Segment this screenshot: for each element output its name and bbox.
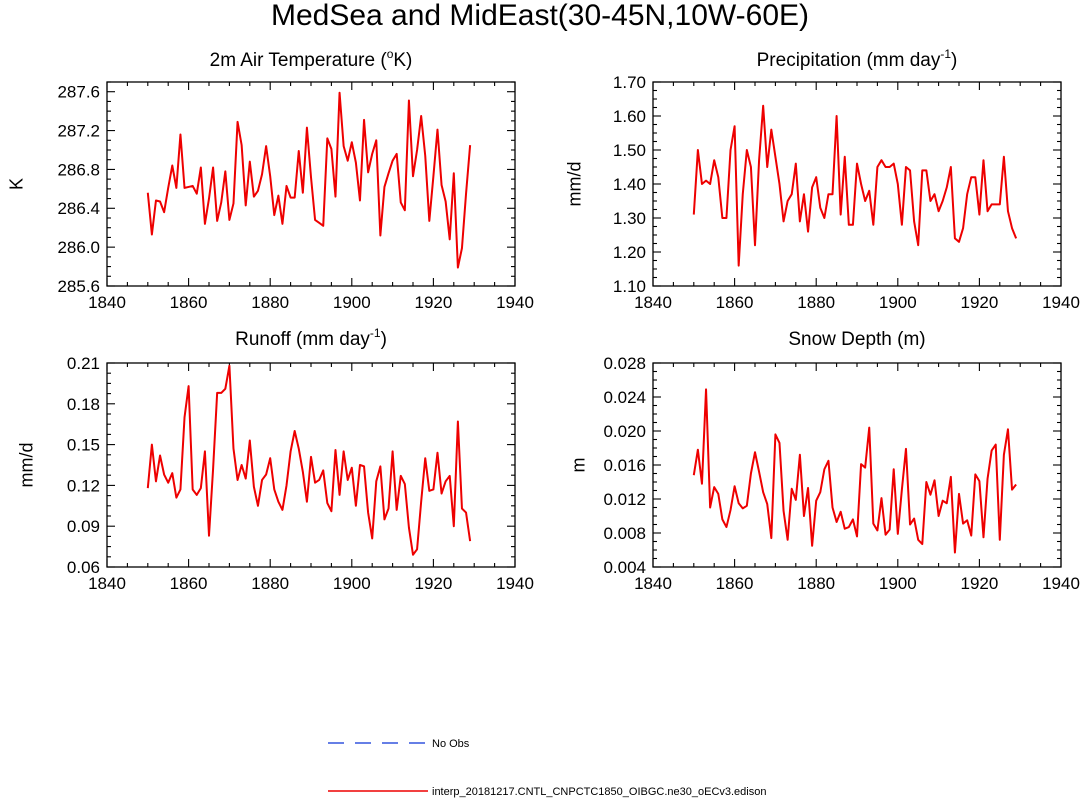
y-tick-label: 1.40	[613, 175, 646, 194]
y-tick-label: 0.06	[67, 558, 100, 577]
panel-title-tail: )	[381, 329, 387, 350]
y-tick-label: 286.0	[57, 238, 100, 257]
panel-precipitation: Precipitation (mm day-1) mm/d 1840 1860 1880…	[564, 47, 1080, 312]
panel-air-temperature: 2m Air Temperature (oK) K 1840 1860 1880 1900…	[6, 47, 534, 312]
legend-no-obs-label: No Obs	[432, 738, 470, 750]
x-tick-label: 1940	[496, 574, 534, 593]
series-line	[146, 91, 472, 269]
x-tick-label: 1880	[251, 574, 289, 593]
panel-title-text: Snow Depth (m)	[788, 329, 925, 350]
figure-title: MedSea and MidEast(30-45N,10W-60E)	[271, 0, 809, 32]
x-tick-label: 1860	[716, 293, 754, 312]
y-tick-label: 0.012	[603, 490, 646, 509]
x-tick-label: 1840	[88, 293, 126, 312]
x-tick-label: 1860	[716, 574, 754, 593]
panel-title-superscript: o	[387, 47, 394, 61]
x-tick-label: 1940	[1042, 574, 1080, 593]
y-tick-label: 0.09	[67, 517, 100, 536]
y-tick-label: 1.60	[613, 107, 646, 126]
x-tick-label: 1900	[333, 574, 371, 593]
x-tick-label: 1940	[1042, 293, 1080, 312]
series-line	[692, 388, 1017, 554]
y-tick-label: 285.6	[57, 277, 100, 296]
series-line	[692, 104, 1018, 267]
panel-title-text: Runoff (mm day	[235, 329, 370, 350]
panel-title: Snow Depth (m)	[788, 329, 925, 350]
panel-title-text: Precipitation (mm day	[757, 50, 941, 71]
panel-runoff: Runoff (mm day-1) mm/d 1840 1860 1880 1900 192…	[16, 326, 534, 593]
y-tick-label: 0.18	[67, 395, 100, 414]
x-tick-label: 1840	[634, 574, 672, 593]
x-tick-label: 1900	[879, 574, 917, 593]
y-tick-label: 1.70	[613, 73, 646, 92]
panel-title: Runoff (mm day-1)	[235, 326, 387, 350]
y-tick-label: 287.6	[57, 83, 100, 102]
y-tick-label: 0.15	[67, 436, 100, 455]
panel-title: 2m Air Temperature (oK)	[210, 47, 413, 71]
y-tick-label: 1.10	[613, 277, 646, 296]
y-tick-label: 1.50	[613, 141, 646, 160]
x-tick-label: 1900	[879, 293, 917, 312]
y-tick-label: 0.12	[67, 476, 100, 495]
x-tick-label: 1920	[960, 574, 998, 593]
x-tick-label: 1860	[170, 574, 208, 593]
y-tick-label: 286.8	[57, 160, 100, 179]
y-axis-label: mm/d	[16, 443, 36, 488]
y-tick-label: 1.30	[613, 209, 646, 228]
y-tick-label: 1.20	[613, 243, 646, 262]
y-tick-label: 287.2	[57, 122, 100, 141]
x-tick-label: 1920	[414, 293, 452, 312]
y-tick-label: 0.004	[603, 558, 646, 577]
panel-snow-depth: Snow Depth (m) m 1840 1860 1880 1900 1920 1940 0…	[568, 329, 1080, 593]
x-tick-label: 1840	[634, 293, 672, 312]
panel-title-text: 2m Air Temperature (	[210, 50, 388, 71]
y-tick-label: 0.008	[603, 524, 646, 543]
legend: No Obs interp_20181217.CNTL_CNPCTC1850_O…	[328, 738, 766, 798]
y-tick-label: 0.21	[67, 354, 100, 373]
x-tick-label: 1920	[960, 293, 998, 312]
plot-frame	[652, 81, 1062, 287]
series-line	[146, 364, 472, 556]
y-tick-label: 0.024	[603, 388, 646, 407]
panel-title-tail: K)	[393, 50, 412, 71]
panel-title-superscript: -1	[370, 326, 381, 340]
y-tick-label: 0.028	[603, 354, 646, 373]
x-tick-label: 1880	[251, 293, 289, 312]
x-tick-label: 1920	[414, 574, 452, 593]
x-tick-label: 1880	[797, 293, 835, 312]
legend-model-label: interp_20181217.CNTL_CNPCTC1850_OIBGC.ne…	[432, 786, 766, 798]
x-tick-label: 1900	[333, 293, 371, 312]
y-tick-label: 286.4	[57, 199, 100, 218]
x-tick-label: 1840	[88, 574, 126, 593]
x-tick-label: 1880	[797, 574, 835, 593]
y-axis-label: mm/d	[564, 162, 584, 207]
y-tick-label: 0.016	[603, 456, 646, 475]
y-axis-label: K	[6, 178, 26, 190]
panel-title-tail: )	[951, 50, 957, 71]
x-tick-label: 1860	[170, 293, 208, 312]
panel-title-superscript: -1	[940, 47, 951, 61]
x-tick-label: 1940	[496, 293, 534, 312]
panel-title: Precipitation (mm day-1)	[757, 47, 958, 71]
y-tick-label: 0.020	[603, 422, 646, 441]
y-axis-label: m	[568, 458, 588, 473]
